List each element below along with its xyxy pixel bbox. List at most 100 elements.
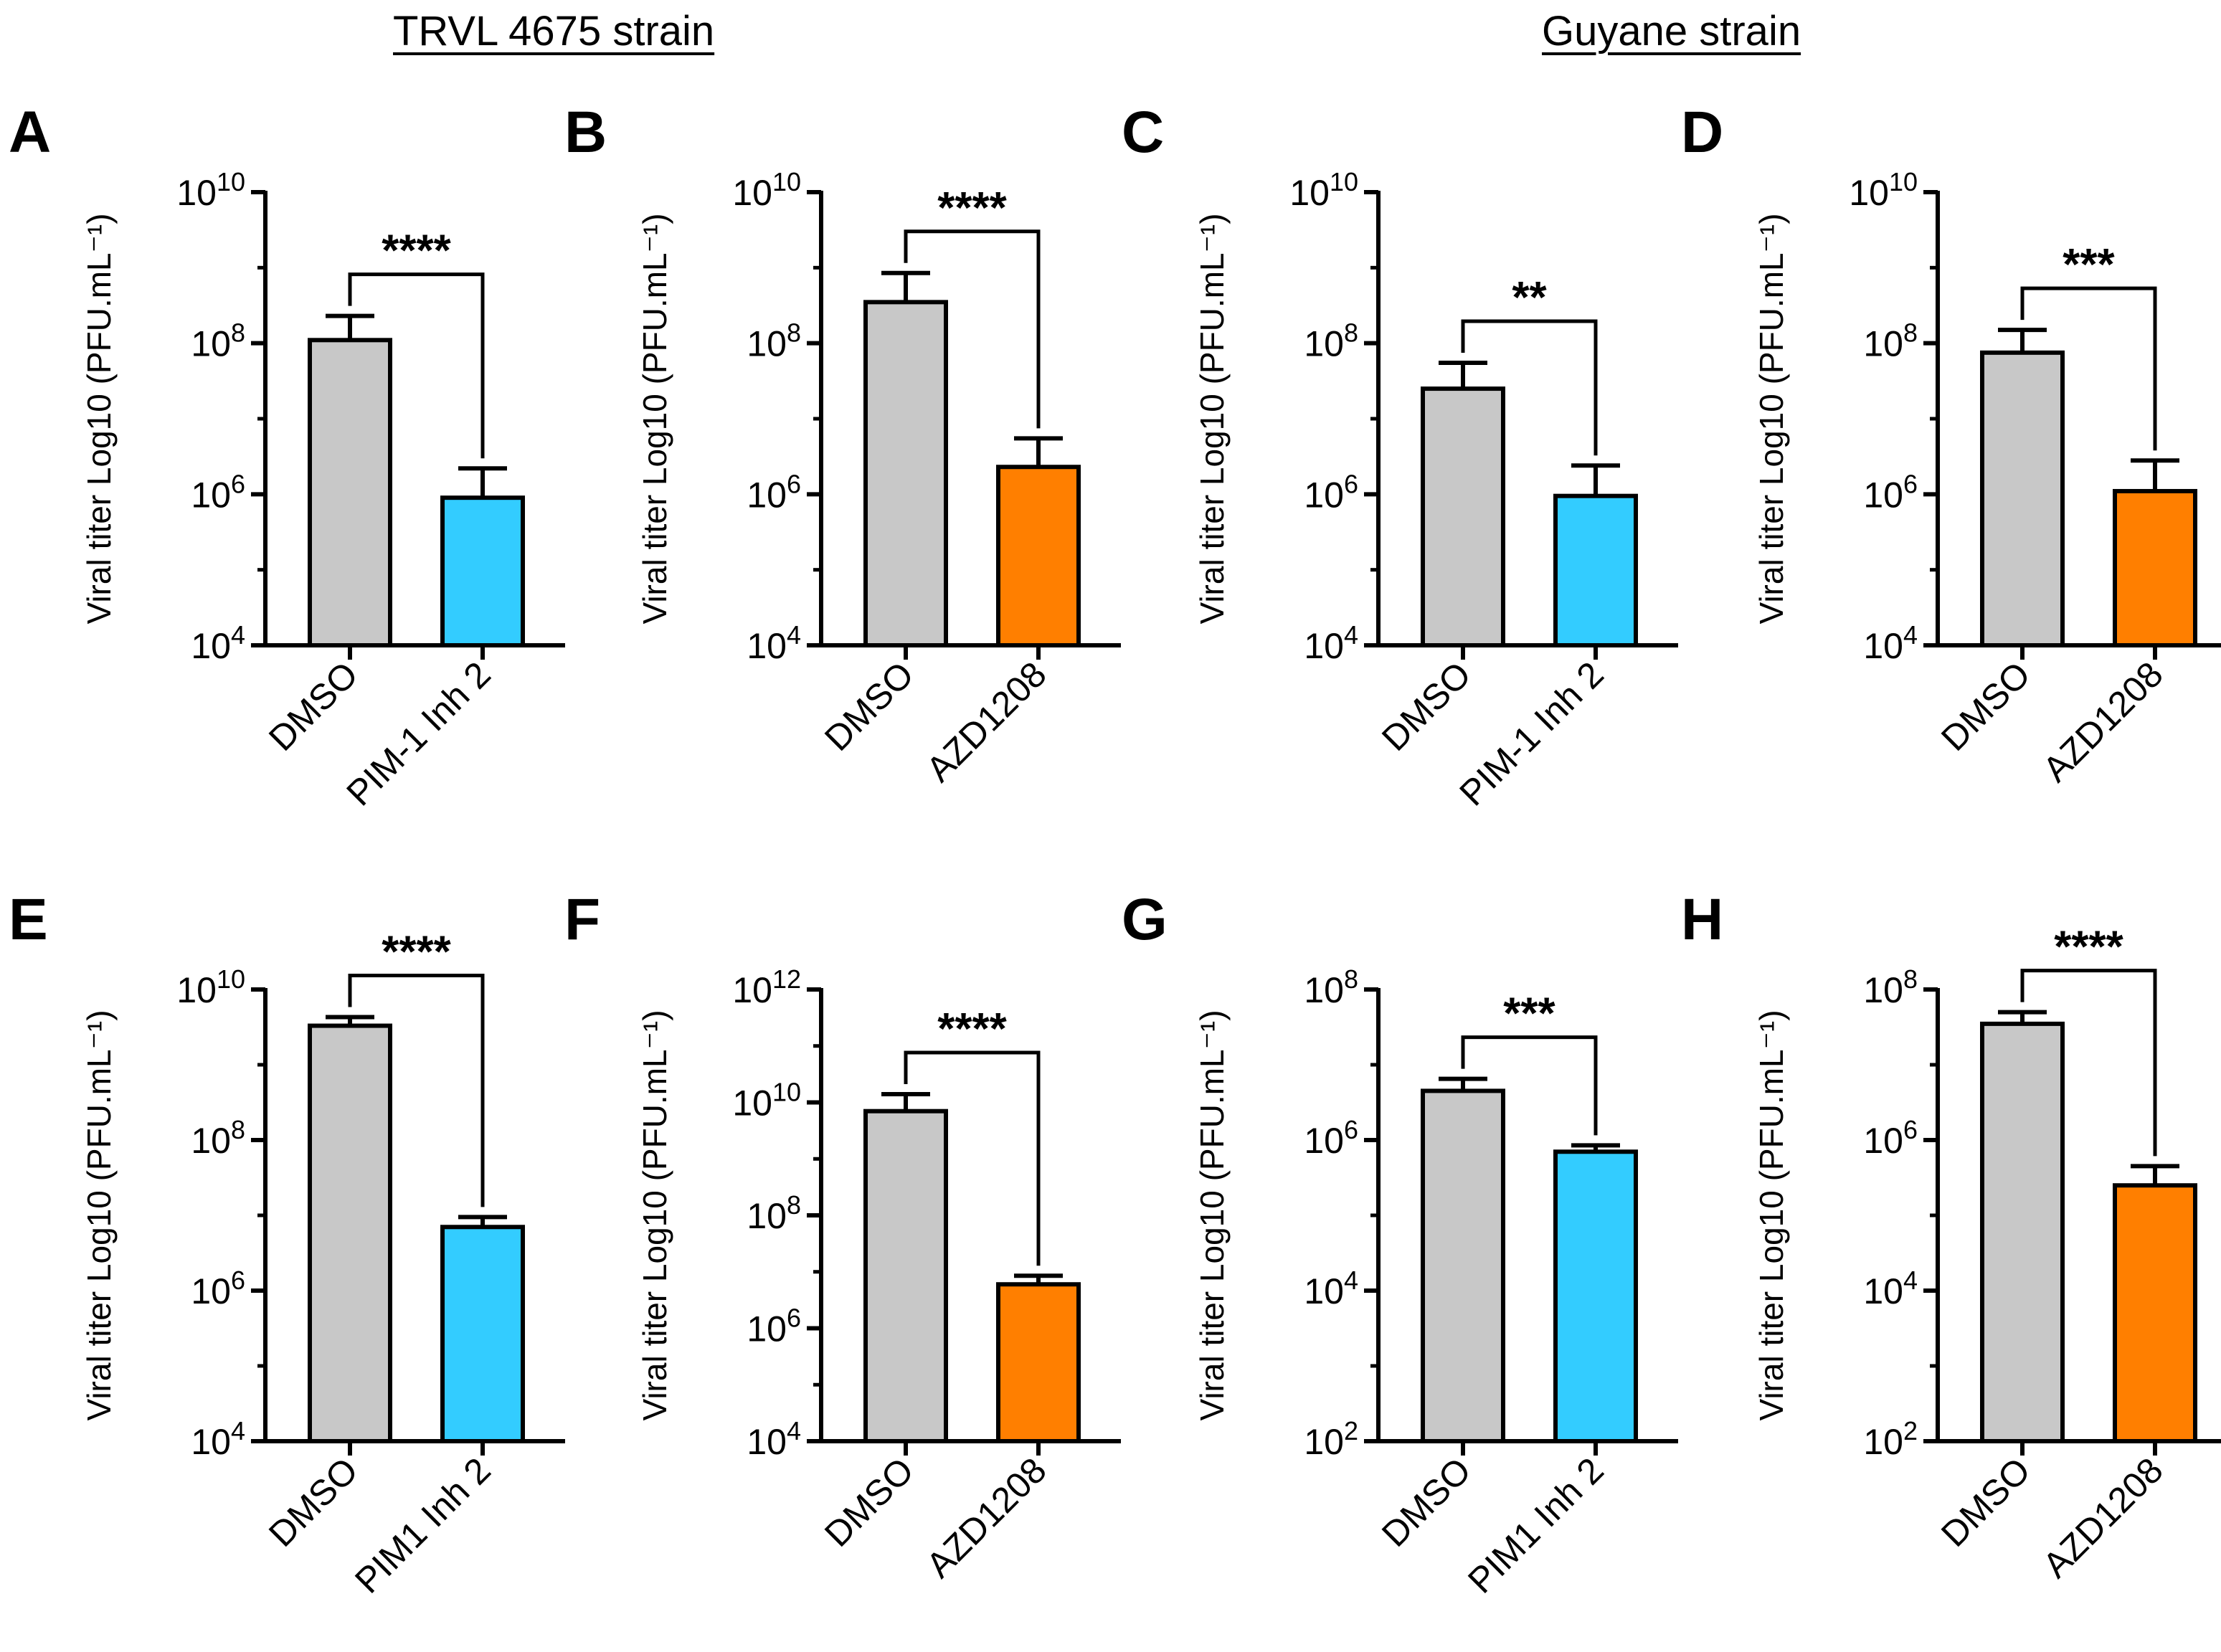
bar-dmso [1421, 386, 1505, 648]
x-tick-label: PIM-1 Inh 2 [338, 654, 498, 813]
chart-panel-c: C 104 106 108 1010 Viral titer Log10 (PFU.mL⁻… [1122, 100, 1678, 814]
y-tick-label: 108 [191, 318, 245, 364]
y-axis-label: Viral titer Log10 (PFU.mL⁻¹) [636, 213, 673, 624]
y-tick-label: 1010 [1289, 167, 1358, 213]
chart-panel-b: B 104 106 108 1010 Viral titer Log10 (PFU.mL⁻… [564, 100, 1121, 789]
bar-azd1208 [2113, 488, 2197, 648]
y-tick-label: 108 [1863, 964, 1918, 1010]
y-tick-label: 104 [1304, 1266, 1358, 1311]
panel-letter: B [564, 100, 607, 165]
y-tick-label: 102 [1304, 1416, 1358, 1462]
y-tick-label: 104 [747, 620, 801, 666]
y-tick-label: 106 [191, 469, 245, 515]
y-axis-label: Viral titer Log10 (PFU.mL⁻¹) [1193, 213, 1231, 624]
bar-pim-1-inh-2 [440, 495, 525, 648]
header-guyane-strain: Guyane strain [1542, 8, 1801, 54]
x-tick-label: DMSO [261, 1450, 366, 1554]
y-axis-label: Viral titer Log10 (PFU.mL⁻¹) [1753, 1010, 1790, 1420]
x-tick-label: DMSO [1374, 1450, 1479, 1554]
significance-stars: **** [937, 1005, 1007, 1054]
panel-letter: H [1681, 887, 1723, 952]
y-tick-label: 106 [1304, 1115, 1358, 1161]
bar-azd1208 [996, 1282, 1081, 1443]
x-tick-label: DMSO [817, 1450, 922, 1554]
chart-panel-h: H 102 104 106 108 Viral titer Log10 (PFU.mL⁻¹… [1681, 887, 2221, 1585]
chart-panel-f: F 104 106 108 1010 1012 Viral titer Log10 (PFU… [564, 887, 1121, 1585]
x-tick-label: AZD1208 [919, 654, 1054, 789]
x-tick-label: AZD1208 [2035, 654, 2171, 789]
y-tick-label: 1010 [1849, 167, 1918, 213]
y-tick-label: 108 [1304, 318, 1358, 364]
y-tick-label: 108 [747, 318, 801, 364]
y-tick-label: 104 [1304, 620, 1358, 666]
x-tick-label: PIM1 Inh 2 [347, 1450, 498, 1601]
chart-panel-g: G 102 104 106 108 Viral titer Log10 (PFU.mL⁻¹… [1122, 887, 1678, 1601]
header-trvl-strain: TRVL 4675 strain [393, 8, 715, 54]
significance-stars: **** [382, 927, 451, 977]
y-tick-label: 108 [191, 1115, 245, 1161]
chart-panel-d: D 104 106 108 1010 Viral titer Log10 (PFU.mL⁻… [1681, 100, 2221, 789]
bar-azd1208 [2113, 1183, 2197, 1443]
y-tick-label: 1012 [732, 964, 801, 1010]
y-tick-label: 104 [1863, 1266, 1918, 1311]
significance-stars: **** [937, 184, 1007, 233]
bar-pim1-inh-2 [440, 1225, 525, 1443]
y-tick-label: 106 [747, 1304, 801, 1349]
panel-letter: G [1122, 887, 1168, 952]
x-tick-label: PIM-1 Inh 2 [1452, 654, 1611, 813]
y-tick-label: 1010 [176, 167, 245, 213]
bar-dmso [308, 1023, 392, 1443]
y-tick-label: 1010 [732, 1078, 801, 1124]
bar-dmso [308, 338, 392, 647]
bar-dmso [1980, 1021, 2065, 1443]
y-tick-label: 106 [747, 469, 801, 515]
significance-stars: *** [1503, 989, 1555, 1039]
significance-bracket [348, 272, 485, 459]
y-tick-label: 104 [191, 620, 245, 666]
x-tick-label: PIM1 Inh 2 [1460, 1450, 1611, 1601]
y-tick-label: 106 [1304, 469, 1358, 515]
y-tick-label: 108 [1304, 964, 1358, 1010]
y-tick-label: 106 [191, 1266, 245, 1311]
x-tick-label: AZD1208 [2035, 1450, 2171, 1585]
x-tick-label: DMSO [817, 654, 922, 759]
y-tick-label: 104 [191, 1416, 245, 1462]
panel-letter: C [1122, 100, 1164, 165]
y-tick-label: 1010 [732, 167, 801, 213]
significance-bracket [2020, 286, 2157, 451]
bar-pim-1-inh-2 [1553, 493, 1638, 648]
x-tick-label: DMSO [261, 654, 366, 759]
significance-bracket [2020, 969, 2157, 1157]
panel-letter: F [564, 887, 600, 952]
significance-bracket [904, 1050, 1041, 1266]
bar-pim1-inh-2 [1553, 1149, 1638, 1443]
x-tick-label: AZD1208 [919, 1450, 1054, 1585]
x-tick-label: DMSO [1374, 654, 1479, 759]
bar-dmso [1980, 350, 2065, 647]
x-tick-label: DMSO [1933, 1450, 2038, 1554]
panel-letter: E [9, 887, 48, 952]
y-tick-label: 102 [1863, 1416, 1918, 1462]
chart-panel-e: E 104 106 108 1010 Viral titer Log10 (PFU.mL⁻… [9, 887, 565, 1601]
significance-stars: *** [2063, 240, 2115, 290]
y-tick-label: 1010 [176, 964, 245, 1010]
y-tick-label: 106 [1863, 1115, 1918, 1161]
y-tick-label: 108 [1863, 318, 1918, 364]
bar-azd1208 [996, 465, 1081, 647]
y-tick-label: 108 [747, 1190, 801, 1236]
y-axis-label: Viral titer Log10 (PFU.mL⁻¹) [1753, 213, 1790, 624]
bar-dmso [863, 300, 948, 647]
significance-stars: **** [382, 227, 451, 276]
chart-panel-a: A 104 106 108 1010 Viral titer Log10 (PFU.mL⁻… [9, 100, 565, 814]
bar-dmso [1421, 1088, 1505, 1444]
y-axis-label: Viral titer Log10 (PFU.mL⁻¹) [636, 1010, 673, 1420]
significance-stars: **** [2054, 923, 2123, 972]
y-axis-label: Viral titer Log10 (PFU.mL⁻¹) [80, 213, 118, 624]
significance-bracket [1461, 1035, 1598, 1136]
y-tick-label: 104 [747, 1416, 801, 1462]
significance-bracket [1461, 319, 1598, 456]
y-axis-label: Viral titer Log10 (PFU.mL⁻¹) [80, 1010, 118, 1420]
significance-bracket [348, 973, 485, 1207]
significance-stars: ** [1512, 273, 1547, 323]
